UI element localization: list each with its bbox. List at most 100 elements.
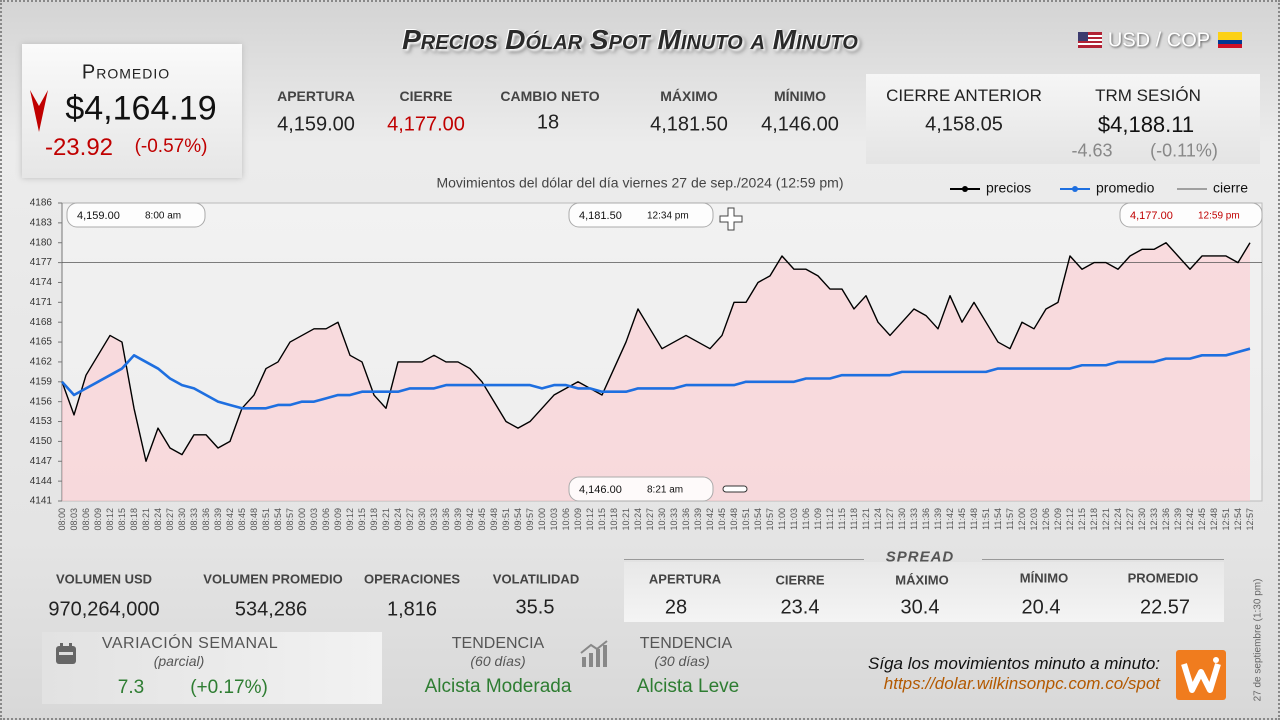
x-tick-label: 09:09 xyxy=(333,508,343,531)
x-tick-label: 08:51 xyxy=(261,508,271,531)
volume-value: 534,286 xyxy=(234,598,308,621)
x-tick-label: 11:03 xyxy=(789,508,799,530)
spread-title: SPREAD xyxy=(885,548,955,566)
spread-label: MÍNIMO xyxy=(1019,570,1069,586)
legend-label: promedio xyxy=(1096,180,1155,196)
x-tick-label: 10:54 xyxy=(753,508,763,531)
x-tick-label: 09:36 xyxy=(441,508,451,531)
weekly-box xyxy=(42,632,382,704)
annotation-price: 4,146.00 xyxy=(579,484,622,496)
annotation-time: 8:00 am xyxy=(145,211,181,222)
x-tick-label: 11:24 xyxy=(873,508,883,530)
y-tick-label: 4150 xyxy=(30,436,53,447)
spread-value: 20.4 xyxy=(1021,596,1061,619)
x-tick-label: 12:54 xyxy=(1233,508,1243,531)
x-tick-label: 11:27 xyxy=(885,508,895,530)
weekly-pct: (+0.17%) xyxy=(190,677,268,698)
legend-dot xyxy=(962,186,968,192)
trend-value: Alcista Leve xyxy=(636,676,740,697)
x-tick-label: 09:54 xyxy=(513,508,523,531)
x-tick-label: 12:48 xyxy=(1209,508,1219,531)
x-tick-label: 08:36 xyxy=(201,508,211,531)
y-tick-label: 4186 xyxy=(30,198,53,209)
x-tick-label: 11:33 xyxy=(909,508,919,530)
co-flag xyxy=(1218,32,1242,48)
weekly-value: 7.3 xyxy=(117,677,145,698)
x-tick-label: 08:00 xyxy=(57,508,67,531)
x-tick-label: 09:30 xyxy=(417,508,427,531)
x-tick-label: 09:21 xyxy=(381,508,391,531)
y-tick-label: 4174 xyxy=(30,277,53,288)
x-tick-label: 09:06 xyxy=(321,508,331,531)
annotation-time: 8:21 am xyxy=(647,485,683,496)
x-tick-label: 10:06 xyxy=(561,508,571,531)
spread-rule xyxy=(982,559,1224,560)
stat-label: CAMBIO NETO xyxy=(500,88,600,104)
legend-label: cierre xyxy=(1213,180,1248,196)
down-arrow xyxy=(30,90,48,132)
x-tick-label: 10:09 xyxy=(573,508,583,531)
stat-label: MÍNIMO xyxy=(773,88,827,104)
volume-value: 35.5 xyxy=(515,596,555,619)
x-tick-label: 11:21 xyxy=(861,508,871,530)
x-tick-label: 10:12 xyxy=(585,508,595,531)
trend-icon xyxy=(580,640,608,667)
volume-label: OPERACIONES xyxy=(363,571,461,587)
x-tick-label: 11:45 xyxy=(957,508,967,530)
summary-price: $4,164.19 xyxy=(65,89,217,128)
spread-label: CIERRE xyxy=(775,572,825,588)
stat-label: MÁXIMO xyxy=(660,88,718,104)
x-tick-label: 11:09 xyxy=(813,508,823,530)
x-tick-label: 12:45 xyxy=(1197,508,1207,531)
annotation-box xyxy=(1119,202,1263,228)
y-tick-label: 4183 xyxy=(30,218,53,229)
chart-subtitle: Movimientos del dólar del día viernes 27… xyxy=(436,175,843,191)
x-tick-label: 12:51 xyxy=(1221,508,1231,531)
x-tick-label: 08:03 xyxy=(69,508,79,531)
x-tick-label: 11:30 xyxy=(897,508,907,530)
spread-label: PROMEDIO xyxy=(1127,570,1199,586)
x-tick-label: 09:03 xyxy=(309,508,319,531)
x-tick-label: 08:30 xyxy=(177,508,187,531)
x-tick-label: 08:15 xyxy=(117,508,127,531)
x-tick-label: 11:36 xyxy=(921,508,931,530)
x-tick-label: 12:24 xyxy=(1113,508,1123,531)
annotation-price: 4,177.00 xyxy=(1130,210,1173,222)
x-tick-label: 09:48 xyxy=(489,508,499,531)
x-tick-label: 11:57 xyxy=(1005,508,1015,530)
x-tick-label: 08:09 xyxy=(93,508,103,531)
spread-value: 30.4 xyxy=(900,596,940,619)
stat-label: APERTURA xyxy=(277,88,355,104)
annotation-box xyxy=(568,476,714,502)
x-tick-label: 12:42 xyxy=(1185,508,1195,531)
trm-label: TRM SESIÓN xyxy=(1095,86,1201,105)
summary-label: Promedio xyxy=(81,61,171,84)
x-tick-label: 09:57 xyxy=(525,508,535,531)
x-tick-label: 10:15 xyxy=(597,508,607,531)
x-tick-label: 11:18 xyxy=(849,508,859,530)
x-tick-label: 09:24 xyxy=(393,508,403,531)
x-tick-label: 10:18 xyxy=(609,508,619,531)
legend-label: precios xyxy=(986,180,1031,196)
volume-label: VOLUMEN USD xyxy=(55,571,153,587)
us-flag xyxy=(1078,32,1102,48)
x-tick-label: 08:06 xyxy=(81,508,91,531)
cta: Síga los movimientos minuto a minuto: xyxy=(868,654,1160,673)
x-tick-label: 08:21 xyxy=(141,508,151,531)
stat-value: 4,146.00 xyxy=(761,113,839,136)
y-tick-label: 4141 xyxy=(30,496,53,507)
x-tick-label: 10:27 xyxy=(645,508,655,531)
y-tick-label: 4168 xyxy=(30,317,53,328)
url[interactable]: https://dolar.wilkinsonpc.com.co/spot xyxy=(883,674,1160,693)
x-tick-label: 08:39 xyxy=(213,508,223,531)
stat-value: 4,177.00 xyxy=(387,113,465,136)
x-tick-label: 10:57 xyxy=(765,508,775,531)
x-tick-label: 11:06 xyxy=(801,508,811,530)
previous-box xyxy=(866,74,1260,164)
prev-close-label: CIERRE ANTERIOR xyxy=(886,86,1042,105)
x-tick-label: 10:30 xyxy=(657,508,667,531)
x-tick-label: 12:39 xyxy=(1173,508,1183,531)
cross-marker xyxy=(719,207,743,231)
x-tick-label: 10:33 xyxy=(669,508,679,531)
